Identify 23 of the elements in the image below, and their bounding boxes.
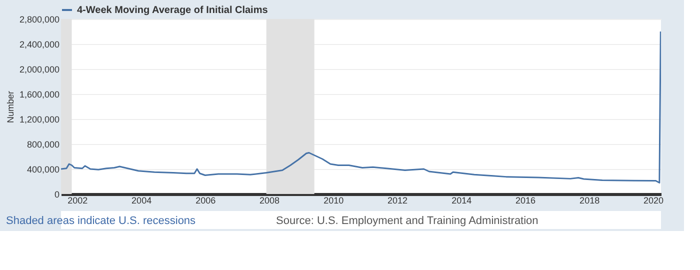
x-tick-label: 2014	[452, 196, 472, 206]
x-tick-label: 2006	[196, 196, 216, 206]
y-tick-label: 2,800,000	[19, 14, 60, 24]
x-tick-label: 2010	[324, 196, 344, 206]
y-tick-label: 1,600,000	[19, 90, 60, 100]
y-tick-label: 2,400,000	[19, 40, 60, 50]
legend-label: 4-Week Moving Average of Initial Claims	[77, 5, 268, 16]
y-tick-label: 1,200,000	[19, 114, 60, 124]
x-tick-label: 2016	[516, 196, 536, 206]
x-tick-label: 2008	[260, 196, 280, 206]
source-note: Source: U.S. Employment and Training Administration	[276, 215, 538, 227]
y-tick-label: 0	[54, 190, 60, 200]
text: Shaded areas indicate U.S. recessions	[6, 215, 196, 227]
x-tick-label: 2012	[388, 196, 408, 206]
y-axis-title: Number	[5, 90, 16, 124]
line-series	[61, 30, 661, 184]
x-tick-label: 2004	[132, 196, 152, 206]
x-tick-label: 2018	[580, 196, 600, 206]
y-tick-label: 800,000	[26, 140, 60, 150]
y-tick-label: 2,000,000	[19, 64, 60, 74]
x-tick-label: 2020	[644, 196, 664, 206]
x-tick-label: 2002	[68, 196, 88, 206]
y-tick-label: 400,000	[26, 164, 60, 174]
